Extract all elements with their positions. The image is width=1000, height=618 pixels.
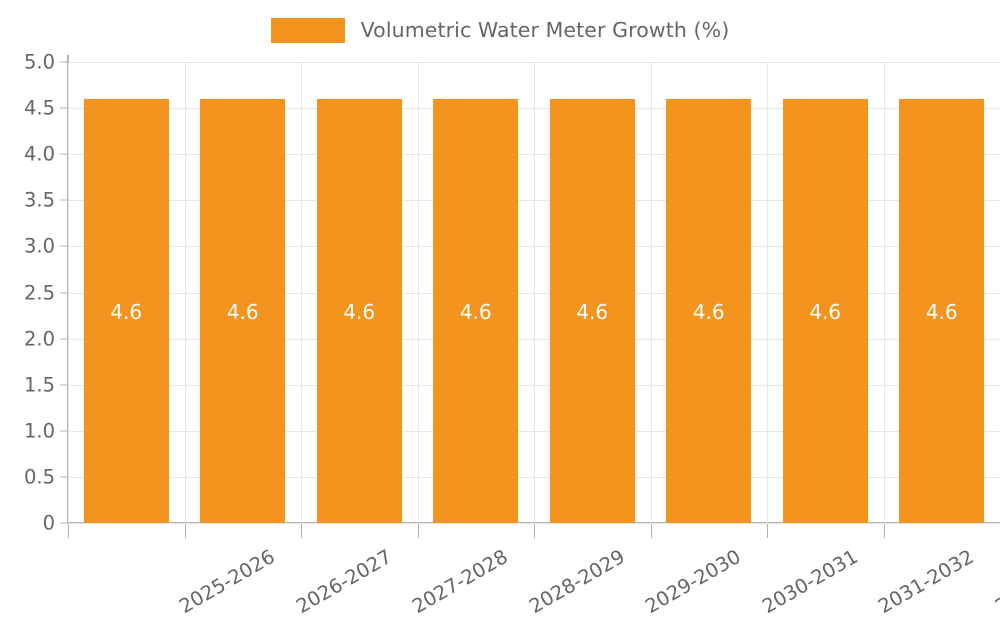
legend-color-swatch [270, 17, 345, 43]
plot-area: 4.6 4.6 4.6 4.6 4.6 4.6 4.6 4.6 [68, 62, 1000, 524]
x-axis-tick-label: 2029-2030 [641, 545, 745, 618]
y-axis-tick-mark [60, 292, 68, 293]
bar-value-label: 4.6 [809, 299, 842, 324]
y-axis-tick-label: 2.0 [23, 327, 55, 351]
chart-legend: Volumetric Water Meter Growth (%) [0, 10, 1000, 50]
bar-value-label: 4.6 [226, 299, 259, 324]
bar[interactable]: 4.6 [549, 98, 635, 523]
y-axis-tick-mark [60, 199, 68, 201]
x-axis-tick-label: 2025-2026 [175, 545, 279, 618]
y-axis-tick-mark [60, 107, 68, 109]
y-axis-tick-label: 0.5 [23, 465, 55, 489]
bar[interactable]: 4.6 [316, 98, 402, 523]
y-axis-tick-label: 2.5 [23, 281, 55, 304]
y-axis-tick-mark [60, 153, 68, 155]
legend-entry-volumetric-water-meter-growth[interactable]: Volumetric Water Meter Growth (%) [270, 17, 730, 43]
x-axis-tick-mark [418, 524, 419, 538]
y-axis-tick-mark [60, 430, 68, 432]
bar-value-label: 4.6 [692, 299, 725, 324]
bar-value-label: 4.6 [576, 299, 609, 324]
y-axis-tick-label: 4.5 [23, 96, 55, 120]
y-axis-tick-label: 4.0 [23, 142, 55, 166]
x-axis-tick-mark [651, 524, 652, 538]
y-axis-tick-mark [60, 476, 68, 478]
y-axis-tick-label: 3.5 [23, 188, 55, 212]
y-axis-tick-label: 3.0 [23, 234, 55, 258]
x-axis-tick-mark [884, 524, 885, 538]
x-axis-tick-label: 2026-2027 [291, 545, 396, 618]
x-axis: 2025-2026 2026-2027 2027-2028 2028-2029 2029… [68, 524, 1000, 618]
x-axis-tick-label: 2030-2031 [757, 545, 862, 618]
y-axis-tick-mark [60, 384, 68, 386]
y-axis-tick-mark [60, 61, 68, 63]
x-axis-tick-label: 2032-2033 [990, 545, 1000, 618]
legend-label: Volumetric Water Meter Growth (%) [360, 18, 730, 42]
x-axis-tick-label: 2027-2028 [408, 545, 512, 618]
x-axis-tick-mark [185, 524, 186, 538]
bar[interactable]: 4.6 [83, 98, 169, 523]
y-axis-tick-label: 1.5 [23, 373, 55, 397]
bar[interactable]: 4.6 [666, 98, 752, 523]
bar[interactable]: 4.6 [782, 98, 868, 523]
bar[interactable]: 4.6 [433, 98, 519, 523]
x-axis-tick-mark [301, 524, 302, 538]
y-axis-tick-label: 0 [42, 511, 55, 535]
y-axis-tick-mark [60, 522, 68, 524]
y-axis: 0 0.5 1.0 1.5 2.0 2.5 3.0 3.5 4.0 4.5 5.0 [0, 0, 68, 600]
bar-value-label: 4.6 [925, 299, 958, 324]
x-axis-tick-mark [68, 524, 69, 538]
x-axis-tick-label: 2031-2032 [874, 545, 978, 618]
bar-value-label: 4.6 [110, 299, 143, 324]
bar[interactable]: 4.6 [899, 98, 985, 523]
bar-value-label: 4.6 [459, 299, 492, 324]
x-axis-tick-mark [534, 524, 535, 538]
y-axis-tick-mark [60, 245, 68, 247]
x-axis-tick-label: 2028-2029 [524, 545, 629, 618]
y-axis-tick-label: 5.0 [23, 50, 55, 74]
y-axis-tick-mark [60, 338, 68, 340]
bar-series: 4.6 4.6 4.6 4.6 4.6 4.6 4.6 4.6 [68, 62, 1000, 523]
x-axis-tick-mark [767, 524, 768, 538]
bar-value-label: 4.6 [343, 299, 376, 324]
y-axis-tick-label: 1.0 [23, 419, 55, 443]
bar[interactable]: 4.6 [200, 98, 286, 523]
